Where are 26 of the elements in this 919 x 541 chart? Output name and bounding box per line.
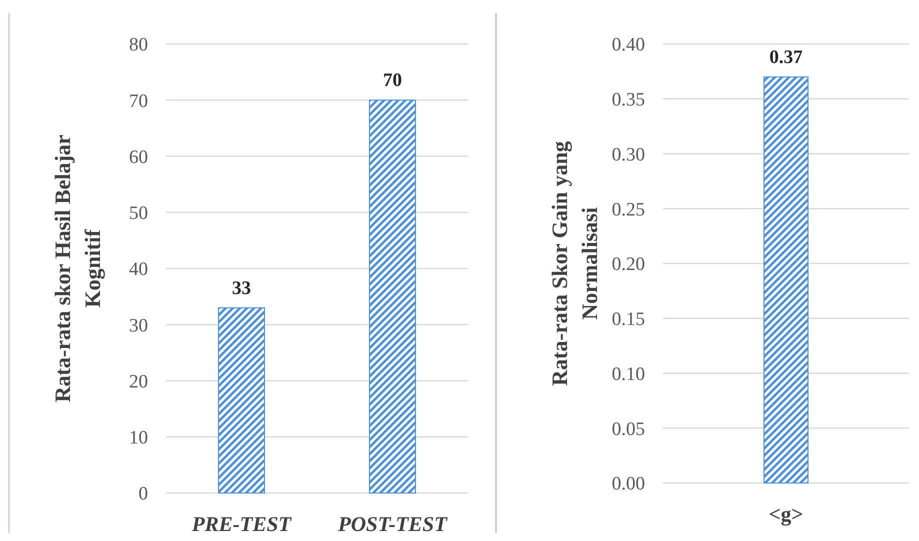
y-tick-label: 30 — [129, 315, 148, 336]
y-tick-label: 80 — [129, 34, 148, 56]
y-tick-label: 40 — [129, 259, 148, 280]
y-tick-label: 0.15 — [612, 309, 645, 330]
y-tick-label: 0.20 — [612, 254, 645, 276]
y-tick-label: 0.10 — [612, 364, 645, 385]
data-label: 70 — [383, 70, 402, 92]
y-tick-label: 70 — [129, 90, 148, 112]
y-tick-label: 0.35 — [612, 90, 645, 111]
y-tick-label: 0.40 — [612, 34, 645, 56]
x-tick-label: PRE-TEST — [190, 512, 292, 536]
y-tick-label: 0.00 — [612, 474, 645, 495]
data-label: 33 — [232, 278, 251, 299]
y-tick-label: 0 — [138, 484, 148, 505]
y-axis-title: Rata-rata Skor Gain yang Normalisasi — [547, 141, 602, 386]
x-tick-label: POST-TEST — [337, 512, 448, 536]
y-tick-label: 50 — [129, 203, 148, 224]
y-tick-label: 60 — [129, 146, 148, 168]
y-tick-label: 0.25 — [612, 199, 645, 220]
x-tick-label: <g> — [768, 502, 804, 526]
y-tick-label: 0.05 — [612, 418, 645, 440]
y-axis-title: Rata-rata skor Hasil Belajar Kognitif — [50, 134, 105, 402]
data-label: 0.37 — [769, 46, 804, 68]
y-tick-label: 0.30 — [612, 144, 645, 166]
y-tick-label: 20 — [129, 371, 148, 392]
y-tick-label: 10 — [129, 428, 148, 449]
